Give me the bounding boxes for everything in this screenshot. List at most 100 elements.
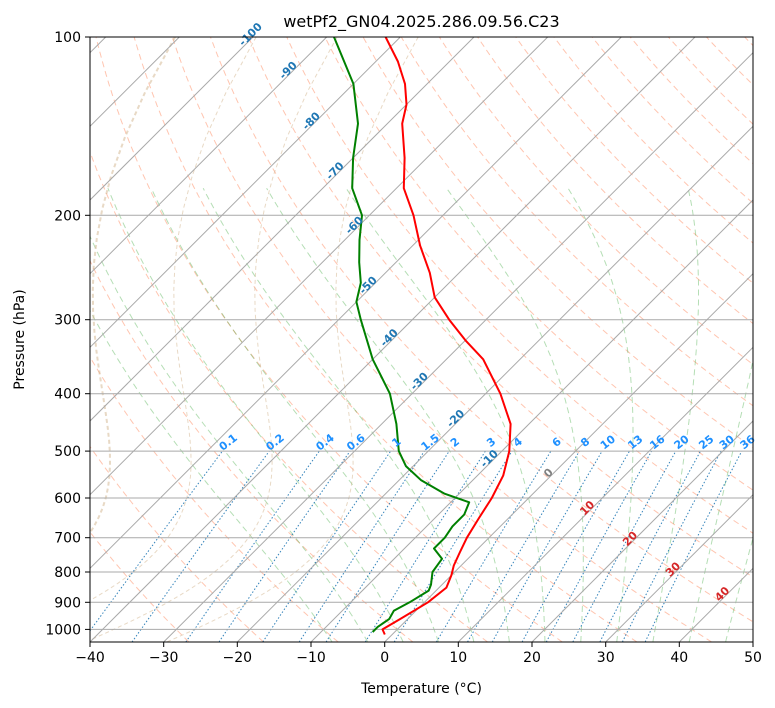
- isotherm-label: 10: [577, 498, 597, 518]
- y-tick-label: 200: [54, 208, 81, 224]
- isotherm-label: -80: [300, 109, 323, 132]
- mixing-ratio-label: 0.6: [344, 431, 368, 453]
- dry-adiabat-line: [90, 445, 264, 642]
- x-tick-label: 30: [597, 650, 615, 666]
- moist-adiabat-line: [345, 187, 546, 642]
- y-tick-label: 900: [54, 595, 81, 611]
- axes: −40 −30 −20 −10 0 10 20 30 40 5010020030040050060…: [45, 30, 762, 666]
- isotherm-label: -10: [478, 447, 501, 470]
- profile-series: [333, 37, 512, 635]
- moist-adiabat-line: [446, 187, 584, 642]
- dry-adiabat-line: [90, 150, 488, 642]
- y-tick-label: 300: [54, 313, 81, 329]
- dry-adiabat-line: [324, 37, 753, 491]
- isotherm-line: [678, 567, 753, 642]
- grid-lines: [90, 37, 753, 630]
- y-tick-label: 800: [54, 565, 81, 581]
- dry-adiabat-line: [668, 37, 753, 125]
- y-tick-label: 600: [54, 491, 81, 507]
- moist-adiabat-line: [266, 187, 510, 642]
- isotherm-line: [310, 199, 753, 642]
- mixing-ratio-label: 6: [550, 435, 564, 450]
- dry-adiabat-line: [553, 37, 753, 244]
- background-arc-line: [90, 37, 257, 601]
- isotherm-label: -90: [277, 59, 300, 82]
- moist-adiabat-line: [725, 536, 753, 642]
- mixing-ratio-line: [90, 450, 223, 632]
- dry-adiabat-line: [515, 37, 753, 284]
- isotherm-line: [90, 37, 254, 201]
- dry-adiabat-line: [90, 259, 414, 642]
- isotherm-line: [384, 272, 753, 642]
- background-arc-line: [90, 37, 338, 641]
- mixing-ratio-label: 0.2: [263, 431, 286, 453]
- moist-adiabat-line: [652, 188, 699, 642]
- mixing-ratio-line: [545, 450, 653, 642]
- dry-adiabat-line: [210, 37, 753, 623]
- isotherm-line: [236, 125, 753, 642]
- background-lines: [90, 37, 753, 642]
- mixing-ratio-label: 2: [448, 435, 462, 450]
- chart-title: wetPf2_GN04.2025.286.09.56.C23: [283, 12, 559, 32]
- isotherm-line: [605, 493, 753, 642]
- mixing-ratio-line: [621, 450, 722, 642]
- plot-frame: [89, 36, 754, 643]
- isotherm-line: [531, 420, 753, 642]
- mixing-ratio-line: [572, 450, 677, 642]
- dry-adiabat-line: [133, 37, 638, 642]
- dry-adiabat-line: [591, 37, 753, 204]
- isotherm-label: -40: [378, 326, 401, 349]
- isotherm-line: [90, 37, 401, 349]
- y-tick-label: 1000: [45, 622, 81, 638]
- isotherm-label: -100: [236, 20, 265, 49]
- dry-adiabat-line: [629, 37, 753, 165]
- dewpoint-line: [333, 37, 471, 633]
- isotherm-line: [752, 641, 753, 642]
- moist-adiabat-line: [107, 188, 404, 642]
- x-tick-label: −30: [149, 650, 179, 666]
- isotherm-label: -20: [444, 407, 467, 430]
- mixing-ratio-label: 13: [625, 433, 645, 453]
- mixing-ratio-line: [218, 450, 351, 642]
- x-tick-label: −10: [296, 650, 326, 666]
- dry-adiabat-line: [706, 37, 753, 86]
- dry-adiabat-line: [90, 356, 339, 642]
- mixing-ratio-line: [298, 450, 425, 642]
- isotherm-line: [163, 51, 753, 642]
- isotherm-line: [90, 37, 475, 422]
- mixing-ratio-lines: [90, 450, 743, 642]
- mixing-ratio-label: 25: [696, 433, 716, 453]
- mixing-ratio-label: 20: [672, 432, 692, 452]
- moist-adiabat-line: [90, 235, 369, 642]
- isotherm-lines: [90, 37, 753, 642]
- y-tick-label: 100: [54, 30, 81, 46]
- mixing-ratio-label: 0.4: [313, 431, 337, 453]
- background-arc-line: [166, 37, 419, 642]
- background-arc-line: [90, 37, 176, 535]
- dry-adiabat-line: [400, 37, 753, 407]
- mixing-ratio-label: 30: [717, 432, 737, 452]
- dry-adiabat-line: [438, 37, 753, 366]
- temperature-line: [381, 37, 512, 635]
- isotherm-line: [90, 37, 328, 275]
- mixing-ratio-line: [435, 450, 552, 642]
- dry-adiabat-line: [248, 37, 753, 578]
- x-tick-label: −20: [223, 650, 253, 666]
- mixing-ratio-line: [393, 450, 513, 642]
- mixing-ratio-label: 4: [511, 435, 525, 450]
- x-tick-label: 0: [380, 650, 389, 666]
- moist-adiabat-line: [90, 309, 333, 642]
- isotherm-label: 40: [712, 584, 732, 604]
- mixing-ratio-line: [131, 450, 270, 642]
- y-tick-label: 700: [54, 531, 81, 547]
- x-tick-label: 20: [523, 650, 541, 666]
- mixing-ratio-line: [644, 450, 743, 642]
- isotherm-line: [457, 346, 753, 642]
- line-labels: 0.1 0.2 0.4 0.6 1 1.5 2 3 4 6 8 10 13 16 20 25 30 36-100-…: [217, 20, 758, 604]
- mixing-ratio-label: 10: [598, 432, 618, 452]
- isotherm-label: -30: [408, 370, 431, 393]
- y-tick-label: 400: [54, 387, 81, 403]
- isotherm-label: 30: [663, 559, 683, 579]
- mixing-ratio-line: [521, 450, 630, 642]
